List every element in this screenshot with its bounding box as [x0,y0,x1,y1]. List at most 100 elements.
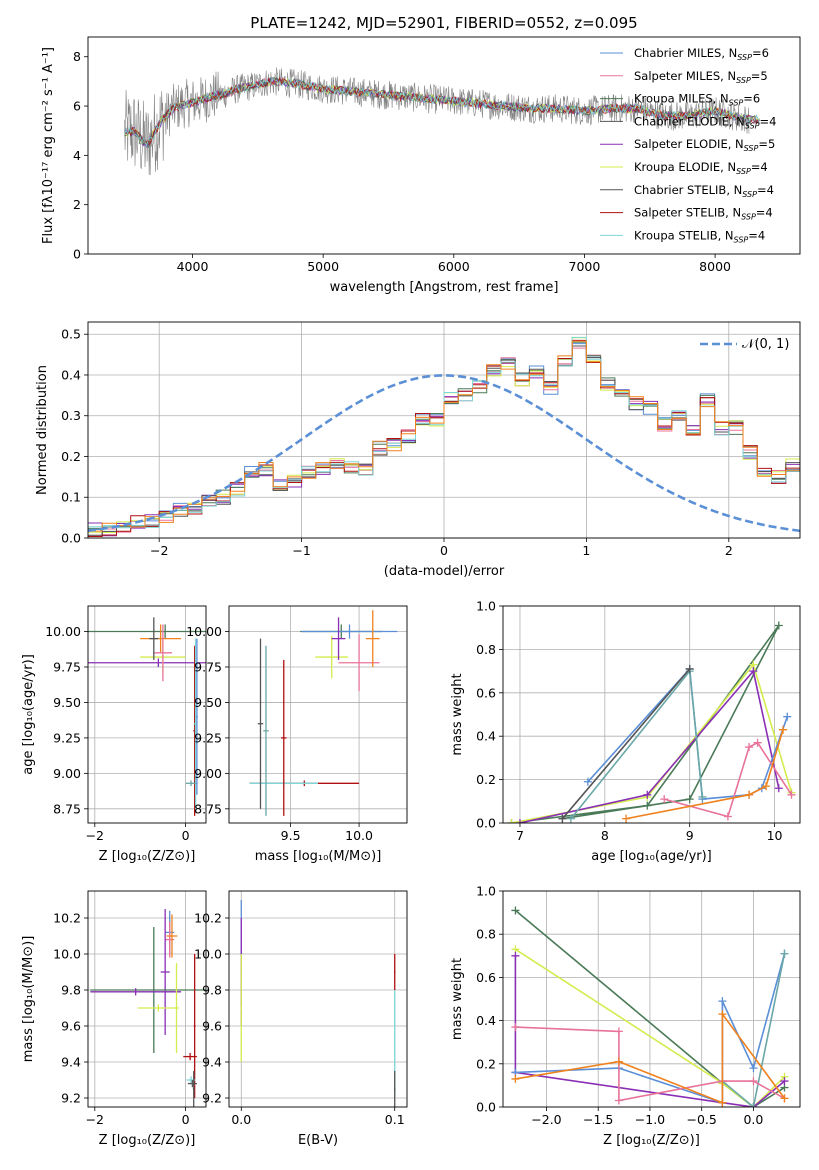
weight-marker [511,906,520,915]
y-tick-label: 9.25 [53,730,81,745]
weight-marker [660,795,669,804]
y-tick-label: 6 [73,99,81,114]
x-axis-label: Z [log₁₀(Z/Z⊙)] [603,1133,700,1148]
weight-line [519,669,780,823]
y-tick-label: 0.3 [61,408,81,423]
weight-marker [698,792,707,801]
plot-area [88,617,206,816]
weight-marker [745,743,754,752]
figure-title: PLATE=1242, MJD=52901, FIBERID=0552, z=0… [250,14,637,32]
x-tick-label: 0 [182,1112,190,1127]
model-spectrum-line [124,77,760,149]
panel-age_vs_Z: −2 0 8.75 9.00 9.25 9.50 9.75 10.00 Z [log₁₀(Z/Z… [21,605,207,864]
weight-marker [762,782,771,791]
weight-marker [723,812,732,821]
plot-area [90,909,206,1107]
panel-spectrum: 4000 5000 6000 7000 8000 0 2 4 6 8 wavelength [Ang… [41,36,801,295]
y-tick-label: 0 [73,247,81,262]
y-tick-label: 9.4 [202,1055,222,1070]
weight-marker [643,801,652,810]
weight-marker [566,814,575,823]
weight-marker [787,790,796,799]
y-axis-label: mass weight [450,673,465,755]
x-tick-label: −2 [86,828,104,843]
x-axis-label: (data-model)/error [384,564,505,579]
y-tick-label: 0.8 [476,642,496,657]
legend-label: Kroupa ELODIE, NSSP=4 [634,160,768,176]
y-tick-label: 10.2 [53,911,81,926]
histogram-step [88,340,800,532]
x-tick-label: 7 [516,828,524,843]
y-tick-label: 8 [73,49,81,64]
legend-label: Chabrier ELODIE, NSSP=4 [634,114,776,130]
weight-marker [783,712,792,721]
axes-frame [228,605,408,824]
x-axis-label: Z [log₁₀(Z/Z⊙)] [99,849,196,864]
y-tick-label: 10.0 [53,947,81,962]
histogram-step [88,337,800,533]
x-tick-label: 0.0 [743,1112,763,1127]
x-tick-label: 4000 [177,259,209,274]
panel-residuals: −2 −1 0 1 2 0.0 0.1 0.2 0.3 0.4 0.5 (data-model)/er… [35,321,801,579]
y-tick-label: 9.8 [61,983,81,998]
weight-marker [718,997,727,1006]
legend-label: Salpeter STELIB, NSSP=4 [634,206,773,222]
y-tick-label: 4 [73,148,81,163]
weight-marker [511,1074,520,1083]
weight-marker [614,1057,623,1066]
x-axis-label: mass [log₁₀(M/M⊙)] [255,849,382,864]
axes-frame [87,321,801,539]
x-axis-label: Z [log₁₀(Z/Z⊙)] [99,1133,196,1148]
x-tick-label: −1.0 [635,1112,665,1127]
axes-frame [502,605,801,824]
y-tick-label: 0.8 [476,927,496,942]
panel-age_vs_mass: 9.5 10.0 8.75 9.00 9.25 9.50 9.75 10.00 mass [lo… [186,605,408,864]
weight-marker [685,795,694,804]
legend-label: 𝒩(0, 1) [742,337,789,352]
weight-marker [614,1027,623,1036]
y-tick-label: 0.4 [61,367,81,382]
y-tick-label: 10.00 [45,624,81,639]
weight-marker [511,1023,520,1032]
panel-mass_weight_vs_age: 7 8 9 10 0.0 0.2 0.4 0.6 0.8 1.0 age [log₁₀(age/yr… [450,599,801,864]
weight-marker [749,1103,758,1107]
y-tick-label: 9.75 [194,659,222,674]
y-tick-label: 9.6 [202,1019,222,1034]
x-tick-label: 1 [582,543,590,558]
axes-frame [87,36,801,255]
x-tick-label: 10.0 [345,828,373,843]
y-tick-label: 9.00 [194,766,222,781]
weight-marker [749,667,758,676]
histogram-step [88,336,800,529]
weight-marker [780,1094,789,1103]
legend-label: Salpeter MILES, NSSP=5 [634,69,768,85]
y-axis-label: mass [log₁₀(M/M⊙)] [21,936,36,1063]
x-axis-label: age [log₁₀(age/yr)] [591,849,712,864]
y-tick-label: 0.0 [476,1100,496,1115]
y-tick-label: 0.2 [476,772,496,787]
y-tick-label: 1.0 [476,884,496,899]
x-tick-label: 5000 [307,259,339,274]
legend-label: Kroupa MILES, NSSP=6 [634,92,760,108]
y-tick-label: 0.6 [476,685,496,700]
y-tick-label: 2 [73,197,81,212]
y-tick-label: 9.50 [53,695,81,710]
x-tick-label: −1.5 [583,1112,613,1127]
y-tick-label: 9.2 [202,1091,222,1106]
axes-frame [87,890,207,1108]
weight-marker [749,1077,758,1086]
y-tick-label: 9.00 [53,766,81,781]
y-tick-label: 9.6 [61,1019,81,1034]
weight-marker [745,790,754,799]
y-tick-label: 0.4 [476,729,496,744]
x-tick-label: 10 [767,828,783,843]
y-axis-label: Normed distribution [35,365,50,495]
y-tick-label: 0.2 [61,449,81,464]
legend-label: Chabrier MILES, NSSP=6 [634,46,769,62]
plot-area [88,336,800,537]
y-axis-label: mass weight [450,958,465,1040]
y-tick-label: 0.2 [476,1056,496,1071]
panel-mass_vs_ebv: 0.0 0.1 9.2 9.4 9.6 9.8 10.0 10.2 E(B-V) [194,890,408,1148]
weight-marker [511,951,520,960]
weight-line [515,1026,785,1102]
